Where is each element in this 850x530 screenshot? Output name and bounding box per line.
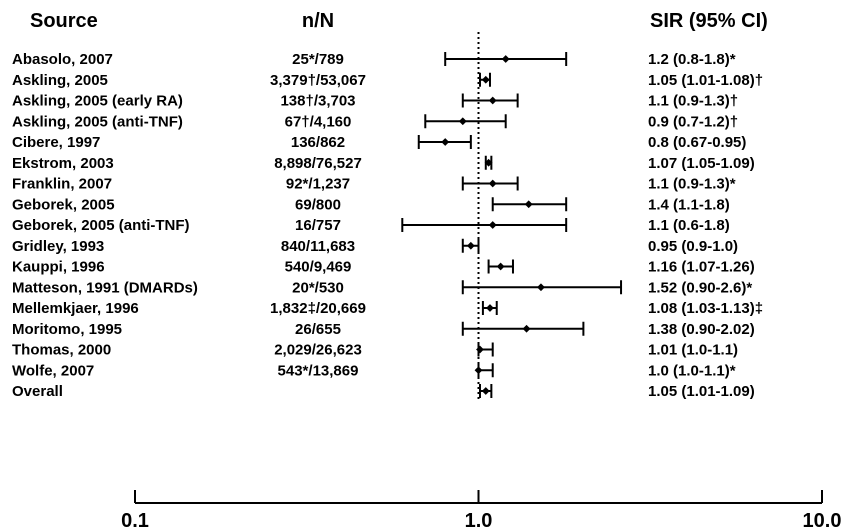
row-source-label: Moritomo, 1995	[12, 321, 122, 338]
row-n-label: 92*/1,237	[286, 176, 350, 193]
row-n-label: 543*/13,869	[278, 362, 359, 379]
row-sir-label: 1.0 (1.0-1.1)*	[648, 362, 736, 379]
row-sir-label: 1.05 (1.01-1.08)†	[648, 72, 763, 89]
point-estimate	[488, 221, 497, 229]
rows-group: Abasolo, 2007 25*/789 1.2 (0.8-1.8)* Asklin…	[12, 51, 763, 400]
point-estimate	[501, 55, 510, 63]
row-source-label: Overall	[12, 383, 63, 400]
point-estimate	[524, 200, 533, 209]
row-n-label: 138†/3,703	[280, 93, 355, 110]
row-n-label: 3,379†/53,067	[270, 72, 366, 89]
row-source-label: Askling, 2005 (early RA)	[12, 93, 183, 110]
forest-row: Askling, 2005 (early RA) 138†/3,703 1.1 (0…	[12, 93, 738, 110]
forest-row: Wolfe, 2007 543*/13,869 1.0 (1.0-1.1)*	[12, 362, 736, 379]
point-estimate	[488, 179, 497, 188]
forest-row: Askling, 2005 3,379†/53,067 1.05 (1.01-1.0…	[12, 72, 763, 89]
point-estimate	[474, 366, 483, 375]
row-n-label: 25*/789	[292, 51, 344, 68]
row-sir-label: 1.1 (0.6-1.8)	[648, 217, 730, 234]
point-estimate	[537, 283, 545, 292]
forest-row: Geborek, 2005 (anti-TNF) 16/757 1.1 (0.6-1…	[12, 217, 730, 234]
row-n-label: 67†/4,160	[285, 113, 352, 130]
row-n-label: 840/11,683	[281, 238, 355, 255]
row-n-label: 136/862	[291, 134, 345, 151]
row-n-label: 16/757	[295, 217, 341, 234]
forest-row: Cibere, 1997 136/862 0.8 (0.67-0.95)	[12, 134, 746, 151]
forest-row: Franklin, 2007 92*/1,237 1.1 (0.9-1.3)*	[12, 176, 736, 193]
row-source-label: Abasolo, 2007	[12, 51, 113, 68]
row-sir-label: 1.01 (1.0-1.1)	[648, 342, 738, 359]
row-source-label: Thomas, 2000	[12, 342, 111, 359]
row-n-label: 26/655	[295, 321, 341, 338]
point-estimate	[466, 241, 475, 250]
row-source-label: Gridley, 1993	[12, 238, 104, 255]
forest-row: Moritomo, 1995 26/655 1.38 (0.90-2.02)	[12, 321, 755, 338]
row-sir-label: 1.52 (0.90-2.6)*	[648, 279, 752, 296]
point-estimate	[522, 324, 531, 333]
row-sir-label: 0.95 (0.9-1.0)	[648, 238, 738, 255]
row-source-label: Geborek, 2005 (anti-TNF)	[12, 217, 190, 234]
row-n-label: 20*/530	[292, 279, 344, 296]
row-sir-label: 1.2 (0.8-1.8)*	[648, 51, 736, 68]
forest-row: Askling, 2005 (anti-TNF) 67†/4,160 0.9 (0.…	[12, 113, 738, 130]
forest-row: Thomas, 2000 2,029/26,623 1.01 (1.0-1.1)	[12, 342, 738, 359]
row-sir-label: 1.08 (1.03-1.13)‡	[648, 300, 763, 317]
point-estimate	[496, 262, 505, 271]
point-estimate	[481, 387, 490, 395]
header-n: n/N	[302, 10, 334, 32]
row-sir-label: 1.4 (1.1-1.8)	[648, 196, 730, 213]
x-tick-label: 0.1	[121, 510, 149, 530]
row-source-label: Geborek, 2005	[12, 196, 115, 213]
point-estimate	[488, 96, 497, 105]
row-source-label: Mellemkjaer, 1996	[12, 300, 139, 317]
forest-row: Mellemkjaer, 1996 1,832‡/20,669 1.08 (1.03…	[12, 300, 763, 317]
forest-row: Matteson, 1991 (DMARDs) 20*/530 1.52 (0.90…	[12, 279, 752, 296]
point-estimate	[458, 117, 467, 126]
row-source-label: Askling, 2005	[12, 72, 108, 89]
row-sir-label: 1.38 (0.90-2.02)	[648, 321, 755, 338]
x-tick-label: 10.0	[803, 510, 842, 530]
header-source: Source	[30, 10, 98, 32]
row-source-label: Wolfe, 2007	[12, 362, 94, 379]
row-sir-label: 0.8 (0.67-0.95)	[648, 134, 746, 151]
row-n-label: 1,832‡/20,669	[270, 300, 366, 317]
row-source-label: Askling, 2005 (anti-TNF)	[12, 113, 183, 130]
x-axis-ticks: 0.1 1.0 10.0	[121, 490, 841, 530]
point-estimate	[484, 158, 493, 167]
row-sir-label: 1.1 (0.9-1.3)*	[648, 176, 736, 193]
row-sir-label: 1.05 (1.01-1.09)	[648, 383, 755, 400]
row-source-label: Franklin, 2007	[12, 176, 112, 193]
forest-row: Gridley, 1993 840/11,683 0.95 (0.9-1.0)	[12, 238, 738, 255]
row-n-label: 8,898/76,527	[274, 155, 362, 172]
row-source-label: Ekstrom, 2003	[12, 155, 114, 172]
point-estimate	[481, 75, 490, 84]
row-n-label: 69/800	[295, 196, 341, 213]
point-estimate	[486, 304, 494, 312]
row-source-label: Cibere, 1997	[12, 134, 100, 151]
row-source-label: Kauppi, 1996	[12, 259, 105, 276]
row-n-label: 2,029/26,623	[274, 342, 362, 359]
row-sir-label: 1.07 (1.05-1.09)	[648, 155, 755, 172]
forest-row: Overall 1.05 (1.01-1.09)	[12, 383, 755, 400]
forest-row: Kauppi, 1996 540/9,469 1.16 (1.07-1.26)	[12, 259, 755, 276]
row-source-label: Matteson, 1991 (DMARDs)	[12, 279, 198, 296]
header-sir: SIR (95% CI)	[650, 10, 768, 32]
row-sir-label: 1.1 (0.9-1.3)†	[648, 93, 738, 110]
row-sir-label: 1.16 (1.07-1.26)	[648, 259, 755, 276]
x-tick-label: 1.0	[465, 510, 493, 530]
point-estimate	[441, 138, 450, 146]
forest-row: Abasolo, 2007 25*/789 1.2 (0.8-1.8)*	[12, 51, 736, 68]
row-sir-label: 0.9 (0.7-1.2)†	[648, 113, 738, 130]
forest-row: Geborek, 2005 69/800 1.4 (1.1-1.8)	[12, 196, 730, 213]
forest-row: Ekstrom, 2003 8,898/76,527 1.07 (1.05-1.09…	[12, 155, 755, 172]
row-n-label: 540/9,469	[285, 259, 352, 276]
